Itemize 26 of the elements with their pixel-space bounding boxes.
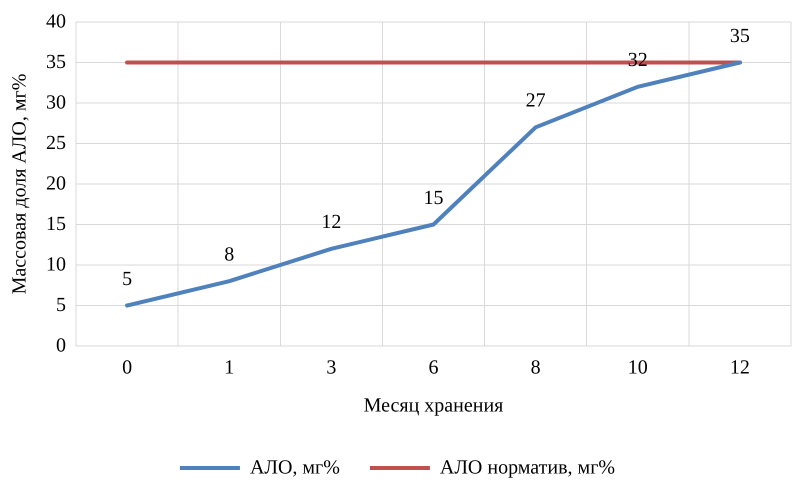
y-tick-label: 5 bbox=[56, 294, 66, 316]
y-tick-label: 20 bbox=[46, 172, 66, 194]
legend-label: АЛО, мг% bbox=[250, 456, 340, 478]
y-tick-label: 10 bbox=[46, 253, 66, 276]
x-tick-label: 1 bbox=[224, 356, 234, 378]
y-tick-label: 25 bbox=[46, 132, 66, 154]
x-tick-label: 12 bbox=[730, 356, 750, 378]
y-tick-label: 40 bbox=[46, 10, 66, 32]
x-axis-title: Месяц хранения bbox=[364, 394, 504, 416]
x-tick-label: 10 bbox=[628, 356, 648, 378]
data-label: 12 bbox=[321, 211, 342, 234]
y-tick-label: 35 bbox=[46, 50, 66, 73]
x-tick-label: 0 bbox=[122, 356, 132, 378]
x-tick-label: 3 bbox=[326, 356, 336, 378]
x-tick-label: 6 bbox=[428, 356, 438, 378]
y-tick-label: 0 bbox=[56, 334, 66, 356]
y-axis-title: Массовая доля АЛО, мг% bbox=[8, 74, 30, 294]
legend-label: АЛО норматив, мг% bbox=[440, 456, 616, 478]
y-tick-label: 15 bbox=[46, 212, 66, 235]
y-tick-label: 30 bbox=[46, 91, 66, 114]
data-label: 8 bbox=[224, 243, 234, 266]
x-tick-label: 8 bbox=[530, 356, 541, 378]
data-label: 5 bbox=[122, 268, 132, 290]
data-label: 15 bbox=[424, 186, 444, 209]
data-label: 35 bbox=[730, 24, 750, 47]
data-label: 27 bbox=[526, 90, 546, 112]
